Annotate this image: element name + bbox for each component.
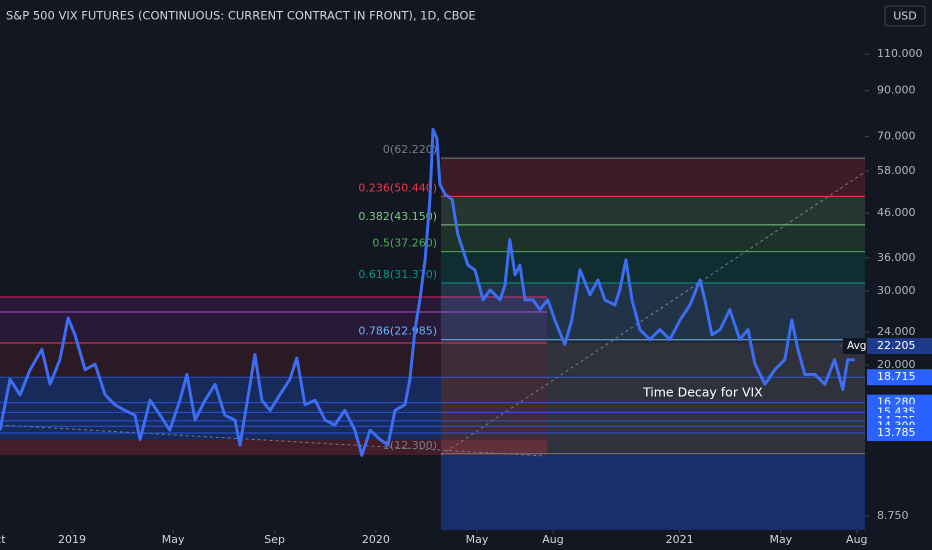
drawings (0, 171, 866, 530)
annotation: Time Decay for VIX (642, 385, 763, 400)
zone (441, 455, 865, 530)
fib-band (441, 196, 865, 225)
price-badge-label: 13.785 (877, 426, 916, 439)
y-tick-label: 70.000 (877, 130, 916, 143)
price-badge (867, 425, 932, 442)
zone (0, 440, 547, 455)
zone (0, 343, 441, 378)
x-tick-label: 2021 (666, 533, 694, 546)
zone (441, 343, 547, 455)
x-tick-label: Oct (0, 533, 6, 546)
fib-label: 0(62.220) (383, 143, 437, 156)
y-tick-label: 46.000 (877, 206, 916, 219)
fib-band (441, 158, 865, 197)
fib-label: 1(12.300) (383, 439, 437, 452)
fib-label: 0.786(22.985) (358, 325, 437, 338)
x-tick-label: Aug (846, 533, 867, 546)
x-tick-label: May (769, 533, 792, 546)
fib-label: 0.5(37.260) (372, 237, 437, 250)
fib-band (441, 224, 865, 252)
trend-line (0, 424, 546, 457)
avg-badge (867, 338, 932, 355)
currency-button[interactable] (884, 5, 926, 27)
y-tick-label: 20.000 (877, 358, 916, 371)
y-tick-label: 36.000 (877, 251, 916, 264)
fib-label: 0.236(50.440) (358, 181, 437, 194)
plot: 0(62.220) 0.236(50.440) 0.382(43.150) 0.5(3… (0, 127, 865, 457)
fib-label: 0.382(43.150) (358, 210, 437, 223)
x-tick-label: 2020 (362, 533, 390, 546)
x-tick-label: 2019 (58, 533, 86, 546)
avg-name: Avg (847, 340, 866, 352)
x-tick-label: Aug (542, 533, 563, 546)
avg-label: 22.205 (877, 339, 916, 352)
avg-name-badge (843, 338, 867, 355)
y-tick-label: 8.750 (877, 509, 909, 522)
x-tick-label: Sep (264, 533, 285, 546)
price-badge (867, 369, 932, 386)
y-tick-label: 58.000 (877, 164, 916, 177)
currency-label[interactable]: USD (893, 10, 917, 23)
fib-band (441, 339, 865, 454)
y-tick-label: 90.000 (877, 84, 916, 97)
x-tick-label: May (162, 533, 185, 546)
x-tick-label: May (466, 533, 489, 546)
zone (0, 297, 547, 343)
y-tick-label: 110.000 (877, 47, 923, 60)
chart-title: S&P 500 VIX FUTURES (CONTINUOUS: CURRENT… (6, 9, 476, 23)
price-badge-label: 18.715 (877, 370, 916, 383)
y-tick-label: 24.000 (877, 325, 916, 338)
price-axis (865, 0, 932, 550)
y-tick-label: 30.000 (877, 284, 916, 297)
trend-line (440, 171, 866, 456)
zone (0, 378, 441, 440)
fib-band (441, 283, 865, 340)
zone (547, 343, 865, 455)
time-axis (0, 530, 865, 550)
price-line-series (0, 127, 855, 457)
fib-label: 0.618(31.370) (358, 268, 437, 281)
